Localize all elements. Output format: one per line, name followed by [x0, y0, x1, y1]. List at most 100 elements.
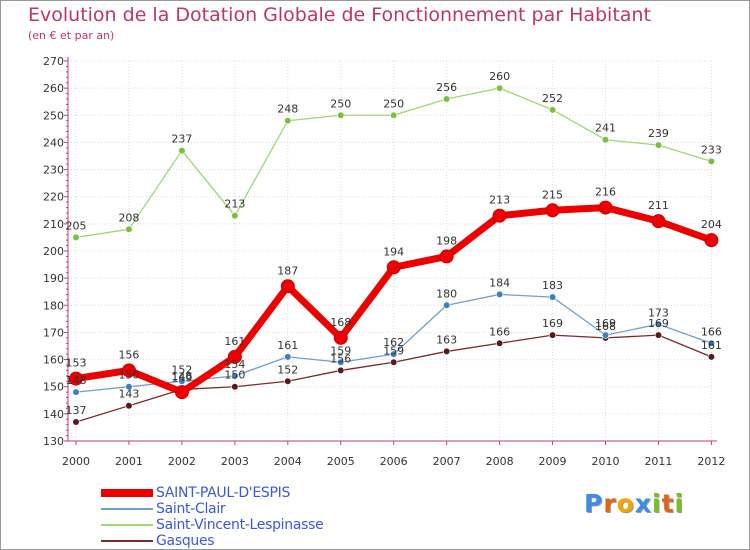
y-tick-label: 140	[43, 408, 64, 421]
data-point	[231, 212, 239, 220]
x-tick-label: 2006	[380, 455, 408, 468]
legend-label: Gasques	[156, 533, 215, 549]
data-label: 161	[277, 339, 298, 352]
data-point	[121, 363, 136, 378]
x-tick-label: 2008	[486, 455, 514, 468]
data-label: 180	[436, 287, 457, 300]
data-point	[443, 301, 451, 309]
data-point	[601, 136, 610, 144]
x-tick-label: 2007	[433, 455, 461, 468]
data-label: 159	[383, 344, 404, 357]
data-label: 187	[277, 264, 298, 277]
series-markers	[69, 84, 719, 426]
data-point	[390, 111, 398, 119]
data-point	[125, 402, 133, 410]
logo-letter: x	[634, 489, 652, 518]
data-label: 168	[330, 316, 351, 329]
data-point	[707, 339, 716, 347]
x-tick-label: 2010	[592, 455, 620, 468]
data-point	[707, 157, 716, 166]
legend-label: Saint-Vincent-Lespinasse	[156, 517, 324, 533]
data-point	[654, 331, 663, 339]
data-point	[443, 347, 451, 356]
y-tick-label: 230	[43, 164, 64, 177]
data-point	[545, 203, 560, 218]
y-tick-label: 180	[43, 299, 64, 312]
chart-title: Evolution de la Dotation Globale de Fonc…	[28, 4, 651, 26]
data-label: 153	[66, 357, 87, 370]
data-label: 198	[436, 234, 457, 247]
y-tick-label: 270	[43, 55, 64, 68]
data-point	[654, 141, 663, 149]
data-label: 159	[330, 344, 351, 357]
data-label: 137	[66, 404, 87, 417]
data-label: 250	[330, 97, 351, 110]
data-point	[337, 358, 345, 366]
data-label: 163	[436, 333, 457, 346]
x-tick-label: 2003	[221, 455, 249, 468]
data-point	[496, 84, 504, 92]
data-point	[651, 214, 666, 229]
data-point	[178, 146, 186, 155]
logo-letter: t	[661, 489, 675, 518]
data-label: 215	[542, 188, 563, 201]
data-label: 161	[224, 335, 245, 348]
x-tick-label: 2001	[115, 455, 143, 468]
data-point	[390, 350, 398, 358]
y-tick-label: 130	[43, 435, 64, 448]
data-label: 148	[171, 370, 192, 383]
data-point	[496, 290, 504, 299]
data-point	[72, 233, 80, 242]
legend-swatch	[101, 489, 153, 497]
y-tick-label: 170	[43, 326, 64, 339]
data-label: 149	[171, 371, 192, 384]
data-point	[125, 383, 133, 391]
data-point	[231, 372, 239, 380]
data-label: 166	[701, 325, 722, 338]
logo-letter: i	[674, 489, 685, 518]
data-label: 184	[489, 276, 510, 289]
data-label: 156	[330, 352, 351, 365]
y-tick-label: 190	[43, 272, 64, 285]
data-label: 183	[542, 279, 563, 292]
proxiti-logo: Proxiti	[584, 489, 684, 518]
data-label: 260	[489, 70, 510, 83]
chart-subtitle: (en € et par an)	[28, 29, 115, 42]
y-tick-label: 210	[43, 218, 64, 231]
data-label: 152	[171, 363, 192, 376]
data-point	[284, 353, 292, 361]
data-label: 252	[542, 92, 563, 105]
data-point	[548, 106, 557, 114]
data-point	[439, 249, 454, 264]
data-label: 173	[648, 306, 669, 319]
y-tick-label: 160	[43, 354, 64, 367]
y-tick-label: 200	[43, 245, 64, 258]
y-tick-label: 240	[43, 136, 64, 149]
data-label: 205	[66, 219, 87, 232]
data-point	[337, 366, 345, 375]
data-point	[598, 200, 613, 215]
data-label: 169	[542, 317, 563, 330]
data-point	[227, 349, 242, 364]
x-tick-label: 2000	[62, 455, 90, 468]
data-label: 169	[648, 317, 669, 330]
data-label: 161	[701, 339, 722, 352]
data-point	[492, 208, 507, 223]
data-label: 154	[224, 358, 245, 371]
data-label: 241	[595, 122, 616, 135]
data-label: 143	[118, 388, 139, 401]
data-label: 168	[595, 320, 616, 333]
data-label: 239	[648, 127, 669, 140]
data-point	[704, 233, 719, 248]
y-tick-label: 260	[43, 82, 64, 95]
data-point	[72, 388, 80, 396]
data-label: 237	[171, 133, 192, 146]
data-label: 216	[595, 186, 616, 199]
data-point	[284, 117, 292, 125]
data-label: 233	[701, 143, 722, 156]
logo-letter: o	[616, 489, 635, 518]
data-point	[337, 111, 345, 119]
data-label: 150	[118, 369, 139, 382]
